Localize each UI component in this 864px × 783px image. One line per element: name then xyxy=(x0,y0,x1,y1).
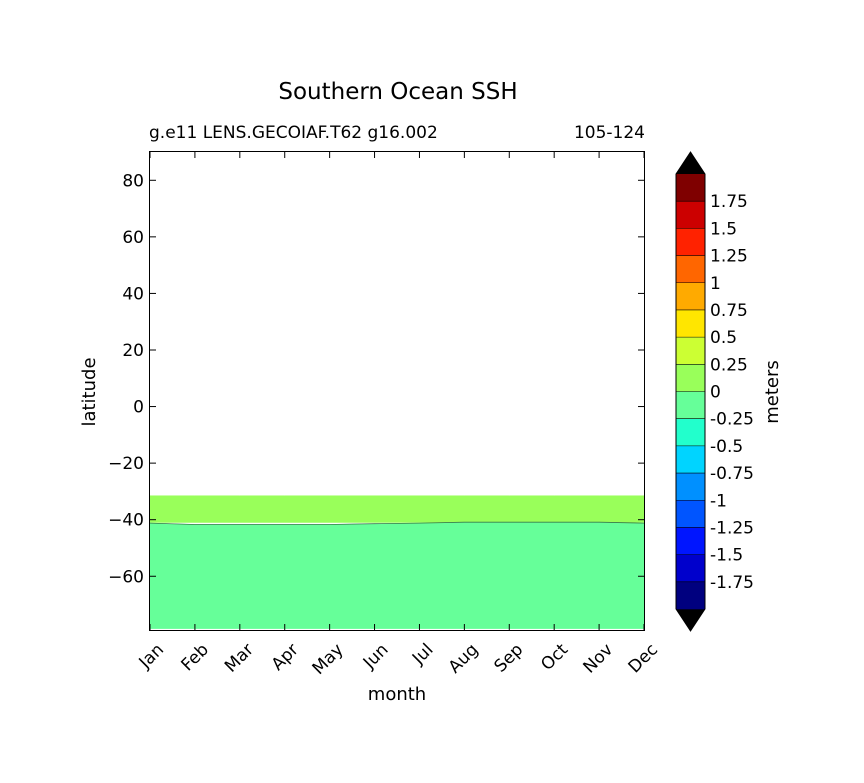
colorbar-tick-label: 1.25 xyxy=(710,247,748,267)
colorbar-band xyxy=(676,391,705,419)
colorbar-tick-label: 0 xyxy=(710,383,721,403)
contour-region-1 xyxy=(149,521,645,629)
x-tick-label: Nov xyxy=(580,640,618,678)
colorbar-label: meters xyxy=(762,360,783,424)
y-tick-label: 20 xyxy=(122,341,144,361)
chart-subtitle-right: 105-124 xyxy=(574,123,645,143)
colorbar-outline xyxy=(675,151,706,632)
y-tick-label: 0 xyxy=(133,398,144,418)
y-axis: 80 60 40 20 0 −20 −40 −60 xyxy=(108,171,644,587)
colorbar-band xyxy=(676,527,705,555)
contour-regions xyxy=(149,495,645,629)
x-tick-label: Dec xyxy=(625,640,662,677)
x-tick-label: Feb xyxy=(177,640,212,675)
y-tick-label: −60 xyxy=(108,567,144,587)
contour-boundaries xyxy=(149,521,645,525)
y-tick-label: −40 xyxy=(108,511,144,531)
chart-subtitle-left: g.e11 LENS.GECOIAF.T62 g16.002 xyxy=(149,123,438,143)
colorbar-tick-label: -1.5 xyxy=(710,546,743,566)
x-axis-label: month xyxy=(368,684,426,705)
y-tick-label: 80 xyxy=(122,171,144,191)
colorbar-band xyxy=(676,309,705,338)
contour-region-0 xyxy=(149,495,645,523)
y-tick-label: 40 xyxy=(122,284,144,304)
x-tick-label: May xyxy=(309,640,348,679)
colorbar-band xyxy=(676,473,705,501)
colorbar-tick-label: 0.25 xyxy=(710,355,748,375)
x-tick-label: Apr xyxy=(268,640,303,675)
colorbar-band xyxy=(676,228,705,256)
colorbar-band xyxy=(676,337,705,365)
x-tick-label: Jul xyxy=(408,640,437,669)
colorbar-over-arrow xyxy=(676,152,705,174)
colorbar-band xyxy=(676,581,705,610)
colorbar-band xyxy=(676,174,705,202)
y-axis-label: latitude xyxy=(79,357,100,426)
colorbar-band xyxy=(676,500,705,528)
y-tick-label: −20 xyxy=(108,454,144,474)
x-tick-label: Oct xyxy=(537,640,572,675)
x-tick-label: Sep xyxy=(490,640,527,677)
colorbar-tick-label: 1.5 xyxy=(710,219,737,239)
colorbar-band xyxy=(676,418,705,447)
colorbar-band xyxy=(676,445,705,474)
colorbar-band xyxy=(676,364,705,392)
x-tick-label: Aug xyxy=(445,640,483,678)
colorbar-under-arrow xyxy=(676,609,705,631)
colorbar-band xyxy=(676,554,705,583)
colorbar-band xyxy=(676,282,705,311)
plot-frame xyxy=(149,151,645,631)
chart-title: Southern Ocean SSH xyxy=(278,79,517,105)
colorbar-tick-label: 0.75 xyxy=(710,301,748,321)
colorbar-tick-label: 1 xyxy=(710,274,721,294)
colorbar-tick-label: 1.75 xyxy=(710,192,748,212)
x-tick-label: Mar xyxy=(221,640,258,677)
colorbar-tick-label: -1.75 xyxy=(710,573,754,593)
colorbar-tick-label: -0.75 xyxy=(710,464,754,484)
colorbar-tick-label: 0.5 xyxy=(710,328,737,348)
colorbar-tick-label: -1.25 xyxy=(710,518,754,538)
contour-line-zero xyxy=(149,521,645,525)
colorbar: 1.75 1.5 1.25 1 0.75 0.5 0.25 0 -0.25 -0.5 -0.75 -1… xyxy=(675,151,754,632)
colorbar-tick-label: -1 xyxy=(710,491,727,511)
x-tick-label: Jan xyxy=(135,640,168,673)
colorbar-band xyxy=(676,201,705,229)
colorbar-tick-label: -0.25 xyxy=(710,410,754,430)
x-tick-label: Jun xyxy=(359,640,393,674)
y-tick-label: 60 xyxy=(122,228,144,248)
colorbar-band xyxy=(676,255,705,284)
colorbar-tick-label: -0.5 xyxy=(710,437,743,457)
